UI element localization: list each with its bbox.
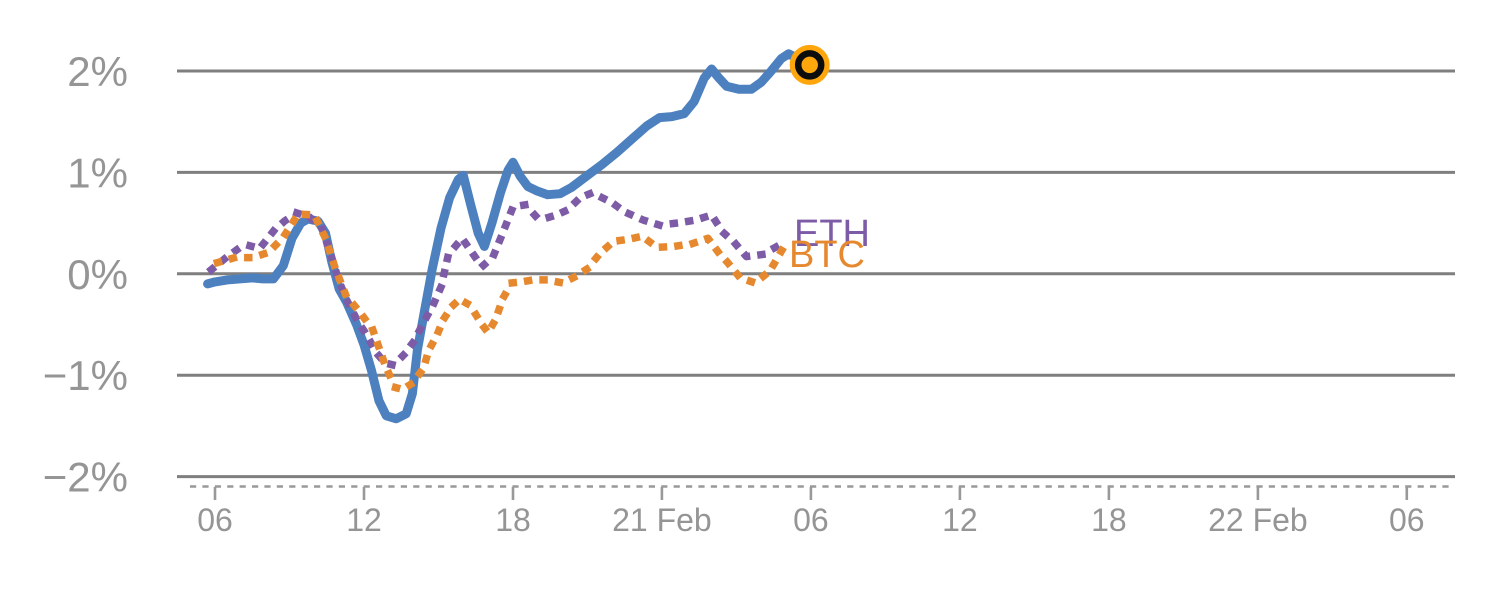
y-tick-label: 0% — [67, 251, 128, 298]
y-tick-label: 1% — [67, 149, 128, 196]
x-axis: 06 12 18 21 Feb 06 12 18 22 Feb 06 — [190, 485, 1450, 538]
eth-line — [206, 188, 788, 369]
x-tick-label: 06 — [197, 502, 233, 538]
y-tick-label: 2% — [67, 48, 128, 95]
current-value-marker — [789, 44, 830, 85]
portfolio-line — [203, 49, 815, 424]
y-tick-label: −1% — [43, 352, 128, 399]
marker-ring — [794, 50, 825, 80]
x-tick-label: 06 — [793, 502, 829, 538]
x-tick-label: 18 — [495, 502, 531, 538]
x-tick-label: 06 — [1389, 502, 1425, 538]
x-tick-label: 21 Feb — [612, 502, 712, 538]
y-tick-label: −2% — [43, 454, 128, 501]
x-tick-label: 12 — [942, 502, 978, 538]
y-axis-labels: 2% 1% 0% −1% −2% — [43, 48, 128, 501]
eth-label: ETH — [794, 213, 870, 255]
x-tick-label: 12 — [346, 502, 382, 538]
btc-label: BTC — [789, 234, 865, 276]
x-tick-label: 22 Feb — [1208, 502, 1308, 538]
x-tick-label: 18 — [1091, 502, 1127, 538]
